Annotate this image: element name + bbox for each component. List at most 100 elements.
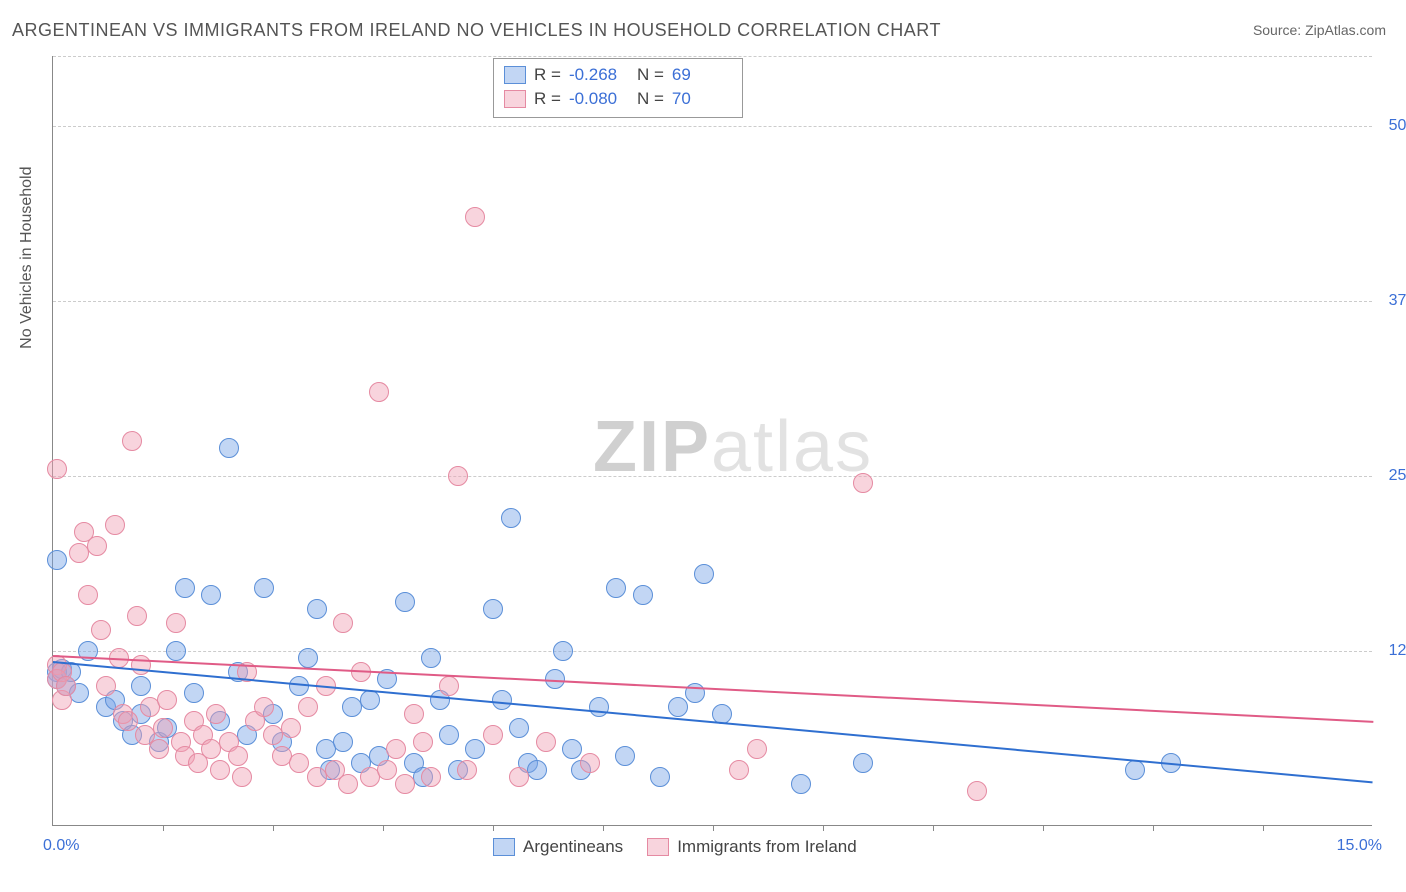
gridline <box>53 651 1372 652</box>
data-point-series-1 <box>153 718 173 738</box>
data-point-series-1 <box>338 774 358 794</box>
data-point-series-1 <box>439 676 459 696</box>
x-tick <box>933 825 934 831</box>
x-tick <box>1153 825 1154 831</box>
legend-swatch-0 <box>493 838 515 856</box>
data-point-series-1 <box>298 697 318 717</box>
data-point-series-0 <box>298 648 318 668</box>
chart-title: ARGENTINEAN VS IMMIGRANTS FROM IRELAND N… <box>12 20 941 41</box>
data-point-series-1 <box>580 753 600 773</box>
data-point-series-0 <box>131 676 151 696</box>
data-point-series-1 <box>333 613 353 633</box>
stats-row-series-0: R = -0.268 N = 69 <box>504 63 732 87</box>
n-value-1: 70 <box>672 87 732 111</box>
data-point-series-0 <box>439 725 459 745</box>
stats-legend-box: R = -0.268 N = 69 R = -0.080 N = 70 <box>493 58 743 118</box>
x-tick <box>163 825 164 831</box>
data-point-series-1 <box>91 620 111 640</box>
data-point-series-0 <box>360 690 380 710</box>
data-point-series-1 <box>118 711 138 731</box>
data-point-series-1 <box>228 746 248 766</box>
y-axis-title: No Vehicles in Household <box>18 166 36 348</box>
swatch-series-0 <box>504 66 526 84</box>
watermark-zip: ZIP <box>593 407 711 487</box>
data-point-series-1 <box>404 704 424 724</box>
x-axis-min-label: 0.0% <box>43 837 79 855</box>
x-tick <box>1043 825 1044 831</box>
source-attribution: Source: ZipAtlas.com <box>1253 22 1386 38</box>
data-point-series-0 <box>562 739 582 759</box>
y-tick-label: 50.0% <box>1378 117 1406 135</box>
data-point-series-1 <box>386 739 406 759</box>
data-point-series-1 <box>377 760 397 780</box>
data-point-series-1 <box>232 767 252 787</box>
data-point-series-0 <box>254 578 274 598</box>
data-point-series-1 <box>395 774 415 794</box>
gridline <box>53 476 1372 477</box>
data-point-series-1 <box>131 655 151 675</box>
source-label: Source: <box>1253 22 1305 38</box>
data-point-series-0 <box>589 697 609 717</box>
n-label: N = <box>637 87 664 111</box>
data-point-series-0 <box>483 599 503 619</box>
data-point-series-1 <box>747 739 767 759</box>
swatch-series-1 <box>504 90 526 108</box>
legend-label-0: Argentineans <box>523 837 623 857</box>
data-point-series-0 <box>166 641 186 661</box>
legend-swatch-1 <box>647 838 669 856</box>
data-point-series-1 <box>47 459 67 479</box>
data-point-series-1 <box>96 676 116 696</box>
data-point-series-0 <box>553 641 573 661</box>
legend-item-1: Immigrants from Ireland <box>647 837 857 857</box>
r-value-1: -0.080 <box>569 87 629 111</box>
data-point-series-1 <box>206 704 226 724</box>
data-point-series-1 <box>465 207 485 227</box>
data-point-series-1 <box>536 732 556 752</box>
x-tick <box>383 825 384 831</box>
data-point-series-1 <box>281 718 301 738</box>
data-point-series-0 <box>219 438 239 458</box>
data-point-series-1 <box>105 515 125 535</box>
data-point-series-0 <box>307 599 327 619</box>
data-point-series-0 <box>853 753 873 773</box>
data-point-series-0 <box>615 746 635 766</box>
x-axis-max-label: 15.0% <box>1337 837 1382 855</box>
data-point-series-0 <box>184 683 204 703</box>
data-point-series-0 <box>421 648 441 668</box>
x-tick <box>493 825 494 831</box>
stats-row-series-1: R = -0.080 N = 70 <box>504 87 732 111</box>
watermark-atlas: atlas <box>711 407 873 487</box>
series-legend: Argentineans Immigrants from Ireland <box>493 837 857 857</box>
legend-label-1: Immigrants from Ireland <box>677 837 857 857</box>
x-tick <box>713 825 714 831</box>
gridline <box>53 301 1372 302</box>
data-point-series-0 <box>694 564 714 584</box>
data-point-series-1 <box>457 760 477 780</box>
data-point-series-1 <box>122 431 142 451</box>
data-point-series-1 <box>448 466 468 486</box>
gridline <box>53 126 1372 127</box>
data-point-series-0 <box>47 550 67 570</box>
data-point-series-0 <box>333 732 353 752</box>
scatter-plot-area: ZIPatlas R = -0.268 N = 69 R = -0.080 N … <box>52 56 1372 826</box>
data-point-series-0 <box>201 585 221 605</box>
data-point-series-1 <box>56 676 76 696</box>
x-tick <box>273 825 274 831</box>
data-point-series-1 <box>729 760 749 780</box>
data-point-series-0 <box>501 508 521 528</box>
r-label: R = <box>534 87 561 111</box>
data-point-series-0 <box>395 592 415 612</box>
data-point-series-0 <box>527 760 547 780</box>
data-point-series-1 <box>853 473 873 493</box>
data-point-series-1 <box>289 753 309 773</box>
y-tick-label: 12.5% <box>1378 642 1406 660</box>
data-point-series-0 <box>650 767 670 787</box>
data-point-series-0 <box>668 697 688 717</box>
data-point-series-0 <box>606 578 626 598</box>
data-point-series-1 <box>483 725 503 745</box>
x-tick <box>603 825 604 831</box>
data-point-series-0 <box>492 690 512 710</box>
data-point-series-0 <box>791 774 811 794</box>
r-label: R = <box>534 63 561 87</box>
data-point-series-1 <box>509 767 529 787</box>
